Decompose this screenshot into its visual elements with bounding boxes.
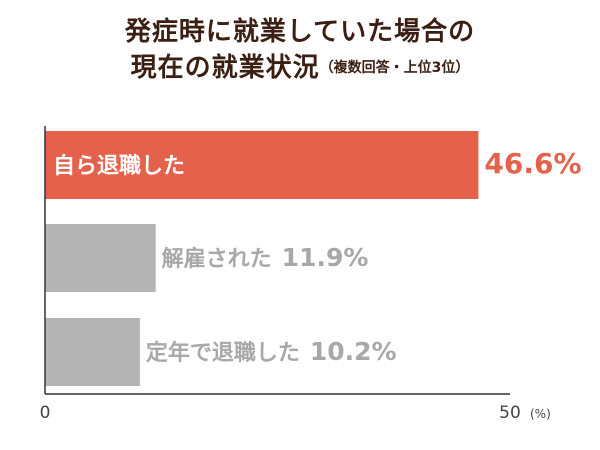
category-label-1: 自ら退職した — [53, 153, 185, 179]
bar-1 — [45, 131, 479, 199]
x-axis-unit: (%) — [530, 407, 551, 421]
chart-title-line2-text: 現在の就業状況 — [130, 53, 320, 83]
chart-title-note: （複数回答・上位3位） — [319, 60, 470, 76]
value-label-3: 10.2% — [310, 337, 397, 366]
bars-group: 自ら退職した 46.6% 解雇された 11.9% 定年で退職した 10.2% — [45, 131, 582, 386]
bar-3 — [45, 318, 140, 386]
x-tick-label-0: 0 — [40, 403, 51, 423]
value-label-2: 11.9% — [282, 243, 369, 272]
category-label-3: 定年で退職した — [146, 340, 300, 366]
value-label-1: 46.6% — [484, 147, 581, 180]
bar-2 — [45, 224, 156, 292]
x-tick-label-50: 50 — [499, 403, 521, 423]
category-label-2: 解雇された — [162, 246, 272, 272]
chart-title-line2: 現在の就業状況（複数回答・上位3位） — [0, 50, 600, 86]
chart-title: 発症時に就業していた場合の 現在の就業状況（複数回答・上位3位） — [0, 14, 600, 86]
chart-title-line1: 発症時に就業していた場合の — [124, 17, 476, 47]
